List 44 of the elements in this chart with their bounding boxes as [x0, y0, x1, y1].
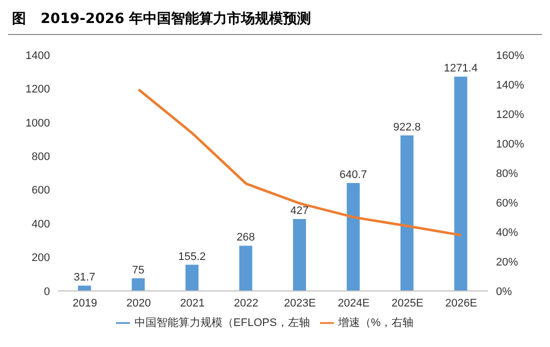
- data-label: 1271.4: [444, 62, 478, 75]
- y2-tick-label: 60%: [496, 197, 518, 210]
- x-tick-label: 2020: [126, 298, 151, 310]
- x-tick-label: 2019: [72, 298, 98, 310]
- x-tick-label: 2022: [234, 298, 258, 310]
- y-tick-label: 200: [32, 252, 50, 264]
- y2-tick-label: 100%: [496, 138, 524, 150]
- y2-tick-label: 0%: [496, 286, 512, 298]
- bar: [186, 264, 198, 291]
- y2-tick-label: 160%: [496, 50, 524, 62]
- y-tick-label: 800: [32, 151, 50, 164]
- data-label: 640.7: [339, 168, 368, 181]
- bar: [454, 76, 468, 291]
- data-label: 427: [290, 204, 309, 217]
- data-label: 31.7: [74, 272, 96, 284]
- x-tick-label: 2026E: [445, 298, 478, 310]
- y-tick-label: 600: [32, 184, 50, 197]
- y-tick-label: 0: [44, 286, 50, 298]
- legend-label: 中国智能算力规模（EFLOPS，左轴: [134, 316, 310, 329]
- x-tick-label: 2021: [180, 298, 205, 310]
- data-label: 155.2: [178, 250, 206, 263]
- y-tick-label: 1200: [26, 84, 50, 96]
- y-tick-label: 1400: [26, 50, 50, 62]
- x-tick-label: 2025E: [391, 298, 424, 310]
- bar: [78, 286, 91, 291]
- legend-label: 增速（%，右轴: [338, 316, 414, 329]
- bar: [293, 218, 306, 291]
- data-label: 922.8: [393, 121, 421, 134]
- data-label: 268: [236, 232, 255, 244]
- y2-tick-label: 40%: [496, 226, 518, 239]
- y2-tick-label: 80%: [496, 168, 518, 180]
- y2-tick-label: 20%: [496, 256, 518, 268]
- bar: [239, 246, 252, 291]
- chart-title: 图 2019-2026 年中国智能算力市场规模预测: [8, 8, 542, 35]
- bar: [400, 135, 414, 291]
- x-tick-label: 2024E: [338, 298, 370, 310]
- y-tick-label: 1000: [26, 117, 50, 130]
- y-tick-label: 400: [32, 218, 50, 230]
- x-tick-label: 2023E: [284, 298, 316, 310]
- bar: [346, 182, 360, 291]
- y2-tick-label: 120%: [496, 108, 524, 121]
- data-label: 75: [132, 264, 144, 276]
- bar: [132, 278, 145, 291]
- y2-tick-label: 140%: [496, 79, 524, 92]
